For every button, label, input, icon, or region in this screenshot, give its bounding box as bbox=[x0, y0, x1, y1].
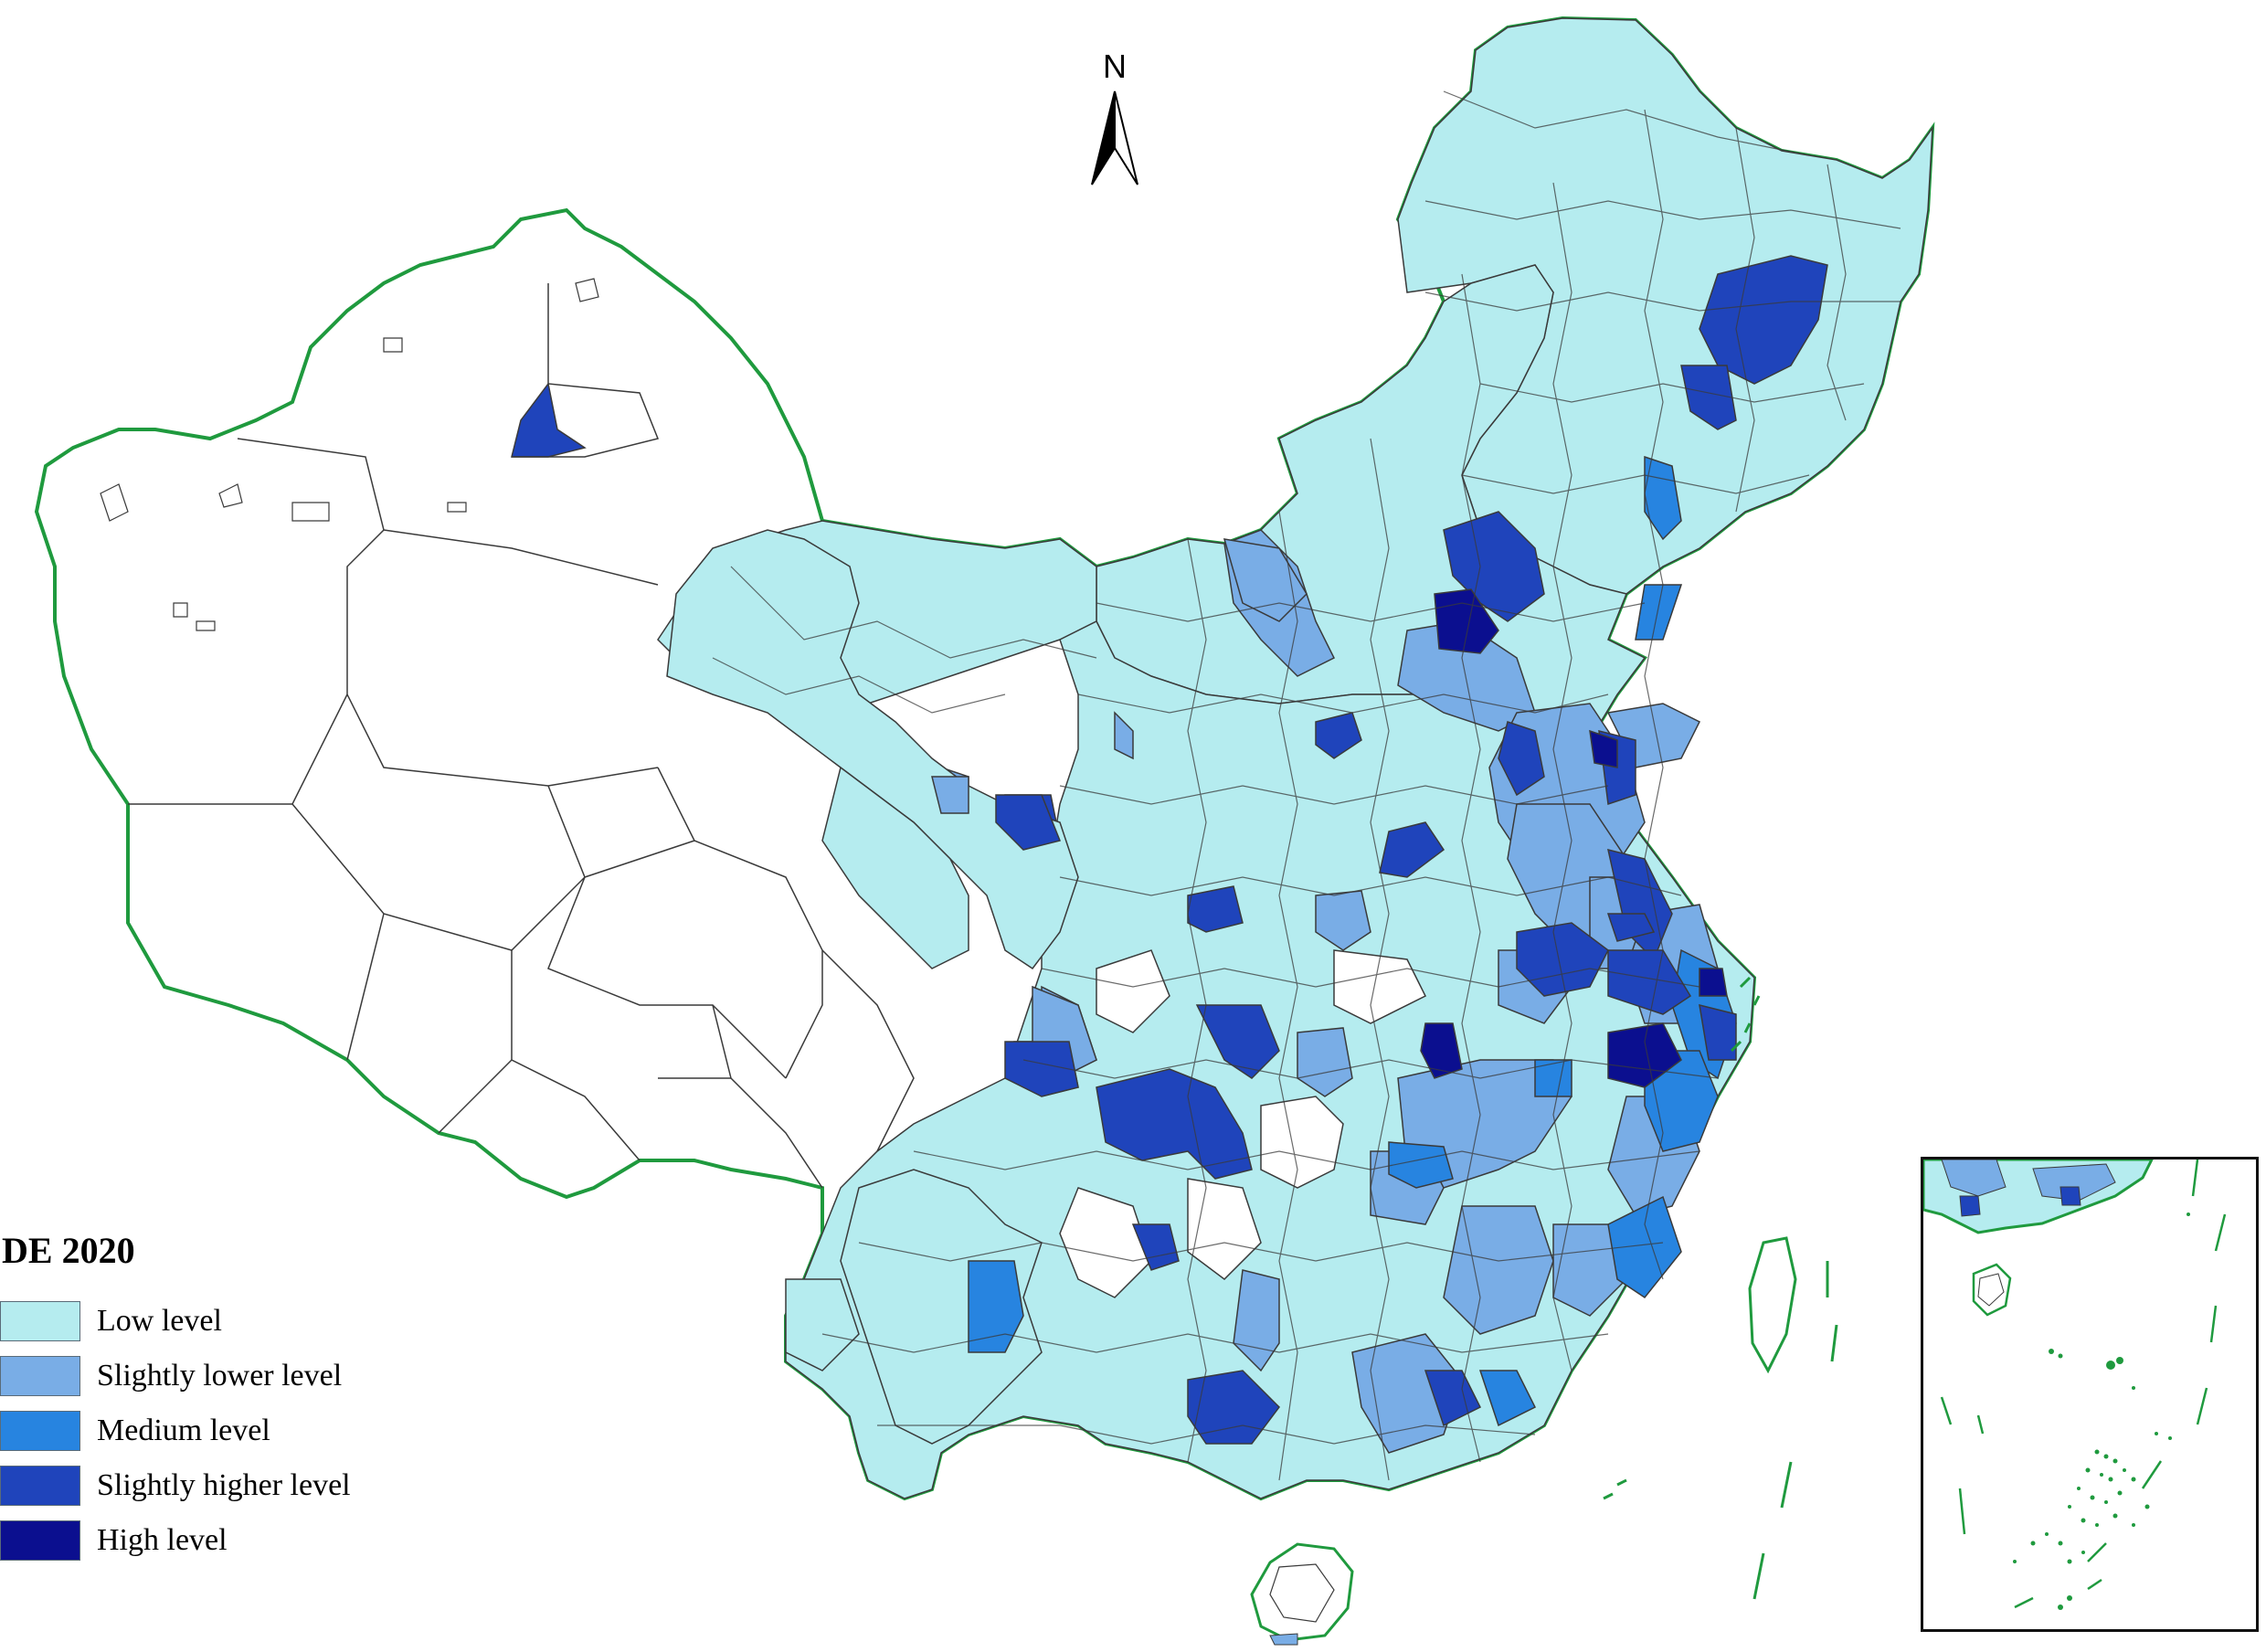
inset-hainan-inner bbox=[1977, 1273, 2005, 1307]
west-internal-borders bbox=[128, 283, 915, 1189]
legend-label-slightly-higher: Slightly higher level bbox=[97, 1468, 351, 1502]
region-gap-4 bbox=[1187, 1178, 1262, 1280]
coastal-islands bbox=[1603, 976, 1838, 1600]
region-gap-5 bbox=[1333, 949, 1427, 1024]
inset-slightly-lower-2 bbox=[2032, 1163, 2116, 1202]
region-slightly-higher-2 bbox=[1680, 365, 1737, 430]
region-slightly-higher-8 bbox=[1607, 949, 1692, 1015]
legend-item-medium: Medium level bbox=[0, 1403, 420, 1458]
region-gap-2 bbox=[1096, 949, 1170, 1033]
legend-title: DE 2020 bbox=[2, 1230, 135, 1271]
legend-swatch-medium bbox=[0, 1411, 80, 1451]
inset-slightly-lower bbox=[1941, 1160, 2007, 1197]
region-high-5 bbox=[1589, 729, 1618, 768]
region-slightly-higher-19 bbox=[1424, 1370, 1482, 1427]
legend-item-slightly-lower: Slightly lower level bbox=[0, 1349, 420, 1403]
region-northwest-low bbox=[666, 529, 1079, 970]
region-slightly-higher-11 bbox=[1315, 712, 1362, 759]
region-slightly-lower-12 bbox=[1552, 1223, 1627, 1317]
legend-label-medium: Medium level bbox=[97, 1414, 270, 1447]
legend-label-slightly-lower: Slightly lower level bbox=[97, 1359, 343, 1393]
region-slightly-higher-3 bbox=[1443, 511, 1545, 622]
region-slightly-higher-4 bbox=[1498, 721, 1545, 797]
legend-swatch-high bbox=[0, 1520, 80, 1561]
region-southwest-low-2 bbox=[785, 1278, 860, 1371]
legend-label-low: Low level bbox=[97, 1304, 222, 1338]
xinjiang-features bbox=[100, 278, 599, 631]
region-slightly-lower-gansu bbox=[931, 776, 969, 814]
inset-map bbox=[1923, 1160, 2227, 1610]
region-slightly-higher-17 bbox=[1131, 1223, 1180, 1271]
region-high-2 bbox=[1420, 1022, 1463, 1079]
inset-islands-and-dashes bbox=[1940, 1160, 2227, 1609]
region-slightly-higher-gansu bbox=[995, 794, 1062, 851]
taiwan-island bbox=[1748, 1236, 1797, 1374]
east-internal-borders bbox=[712, 90, 1901, 1481]
region-slightly-higher-sichuan bbox=[1004, 1041, 1079, 1097]
region-slightly-lower-11 bbox=[1443, 1205, 1554, 1335]
region-slightly-higher-1 bbox=[1699, 255, 1828, 385]
region-southwest-low bbox=[840, 1169, 1043, 1445]
region-slightly-higher-9 bbox=[1699, 1003, 1737, 1061]
legend-item-low: Low level bbox=[0, 1294, 420, 1349]
region-slightly-higher-10 bbox=[1379, 821, 1445, 878]
legend-swatch-low bbox=[0, 1301, 80, 1341]
hainan-inner bbox=[1269, 1563, 1335, 1623]
hainan-low bbox=[1269, 1633, 1298, 1646]
region-high-4 bbox=[1699, 968, 1728, 997]
region-medium-5 bbox=[1607, 1195, 1682, 1299]
legend-item-high: High level bbox=[0, 1513, 420, 1568]
region-medium-8 bbox=[1478, 1370, 1537, 1427]
region-slightly-higher-12 bbox=[1187, 885, 1244, 933]
hainan-island bbox=[1250, 1542, 1354, 1642]
region-medium-6 bbox=[1388, 1141, 1454, 1189]
map-legend: DE 2020 Low level Slightly lower level M… bbox=[0, 1229, 420, 1568]
legend-item-slightly-higher: Slightly higher level bbox=[0, 1458, 420, 1513]
region-northwest-low-2 bbox=[821, 766, 969, 969]
south-china-sea-inset bbox=[1921, 1157, 2259, 1632]
inset-reefs bbox=[2013, 1213, 2190, 1610]
region-medium-yunnan bbox=[968, 1260, 1024, 1353]
legend-swatch-slightly-lower bbox=[0, 1356, 80, 1396]
inset-slightly-higher-2 bbox=[2060, 1186, 2081, 1206]
inset-slightly-higher bbox=[1959, 1195, 1981, 1217]
region-medium-2 bbox=[1635, 584, 1683, 641]
region-slightly-higher-18 bbox=[1187, 1370, 1280, 1445]
region-gap-1 bbox=[1260, 1096, 1344, 1189]
region-slightly-higher-21 bbox=[1606, 913, 1656, 942]
legend-swatch-slightly-higher bbox=[0, 1466, 80, 1506]
north-arrow-icon bbox=[1091, 90, 1138, 185]
region-slightly-higher-16 bbox=[1096, 1068, 1253, 1180]
region-slightly-higher-14 bbox=[1195, 1004, 1280, 1079]
legend-label-high: High level bbox=[97, 1523, 228, 1557]
region-slightly-lower-21 bbox=[1114, 711, 1134, 760]
region-slightly-lower-19 bbox=[1223, 538, 1308, 622]
region-medium-9 bbox=[1534, 1059, 1572, 1097]
region-gap-3 bbox=[1059, 1187, 1152, 1298]
north-arrow: N bbox=[1083, 48, 1147, 194]
region-slightly-lower-16 bbox=[1297, 1027, 1353, 1097]
region-fills bbox=[511, 17, 1933, 1499]
region-slightly-higher-7 bbox=[1516, 922, 1609, 997]
north-label: N bbox=[1103, 48, 1127, 85]
